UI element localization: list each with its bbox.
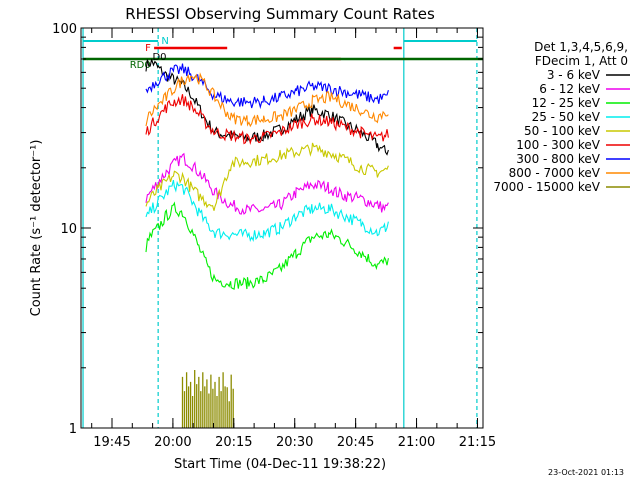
legend-entry-label: 50 - 100 keV	[524, 124, 601, 138]
series-line	[145, 142, 389, 211]
series-7	[145, 72, 389, 128]
legend-entry-label: 25 - 50 keV	[532, 110, 601, 124]
series-line	[181, 370, 234, 428]
series-line	[145, 58, 389, 156]
legend-entry-label: 12 - 25 keV	[532, 96, 601, 110]
series-2	[145, 201, 389, 290]
series-line	[145, 63, 389, 110]
legend-entry-label: 300 - 800 keV	[516, 152, 600, 166]
x-tick-label: 20:00	[154, 435, 191, 450]
series-4	[145, 142, 389, 211]
marker-label-n: N	[161, 36, 168, 47]
legend: Det 1,3,4,5,6,9,FDecim 1, Att 03 - 6 keV…	[493, 40, 630, 194]
series-line	[145, 201, 389, 290]
x-tick-label: 20:30	[276, 435, 313, 450]
legend-entry-label: 800 - 7000 keV	[509, 166, 601, 180]
legend-header: Det 1,3,4,5,6,9,	[534, 40, 628, 54]
y-tick-label: 100	[52, 22, 77, 37]
marker-label-d0: D0	[152, 52, 166, 63]
x-tick-label: 21:15	[459, 435, 496, 450]
series-3	[145, 179, 389, 243]
legend-entry-label: 3 - 6 keV	[547, 68, 601, 82]
series-line	[145, 94, 389, 146]
x-tick-label: 20:15	[215, 435, 252, 450]
axes: 1 10 100 19:45 20:00 20:15 20:30 20:45 21:00 21:1…	[52, 22, 496, 450]
legend-entry-label: 100 - 300 keV	[516, 138, 600, 152]
series-line	[145, 152, 389, 215]
legend-entry-label: 7000 - 15000 keV	[493, 180, 600, 194]
x-axis-label: Start Time (04-Dec-11 19:38:22)	[174, 457, 386, 472]
y-tick-label: 1	[69, 422, 77, 437]
series-5	[145, 94, 389, 146]
timestamp: 23-Oct-2021 01:13	[548, 468, 624, 477]
series-0	[145, 58, 389, 156]
marker-label-f: F	[145, 43, 151, 54]
x-tick-label: 20:45	[337, 435, 374, 450]
series-6	[145, 63, 389, 110]
series-1	[145, 152, 389, 215]
x-tick-label: 21:00	[398, 435, 435, 450]
y-axis-label: Count Rate (s⁻¹ detector⁻¹)	[29, 140, 44, 317]
x-tick-label: 19:45	[93, 435, 130, 450]
series-layer	[145, 58, 389, 428]
series-line	[145, 72, 389, 128]
series-8	[181, 370, 234, 428]
series-line	[145, 179, 389, 243]
marker-label-rd0: RD0	[130, 60, 151, 71]
legend-entry-label: 6 - 12 keV	[539, 82, 601, 96]
y-tick-label: 10	[60, 222, 77, 237]
chart-title: RHESSI Observing Summary Count Rates	[125, 5, 435, 23]
legend-header: FDecim 1, Att 0	[535, 54, 628, 68]
